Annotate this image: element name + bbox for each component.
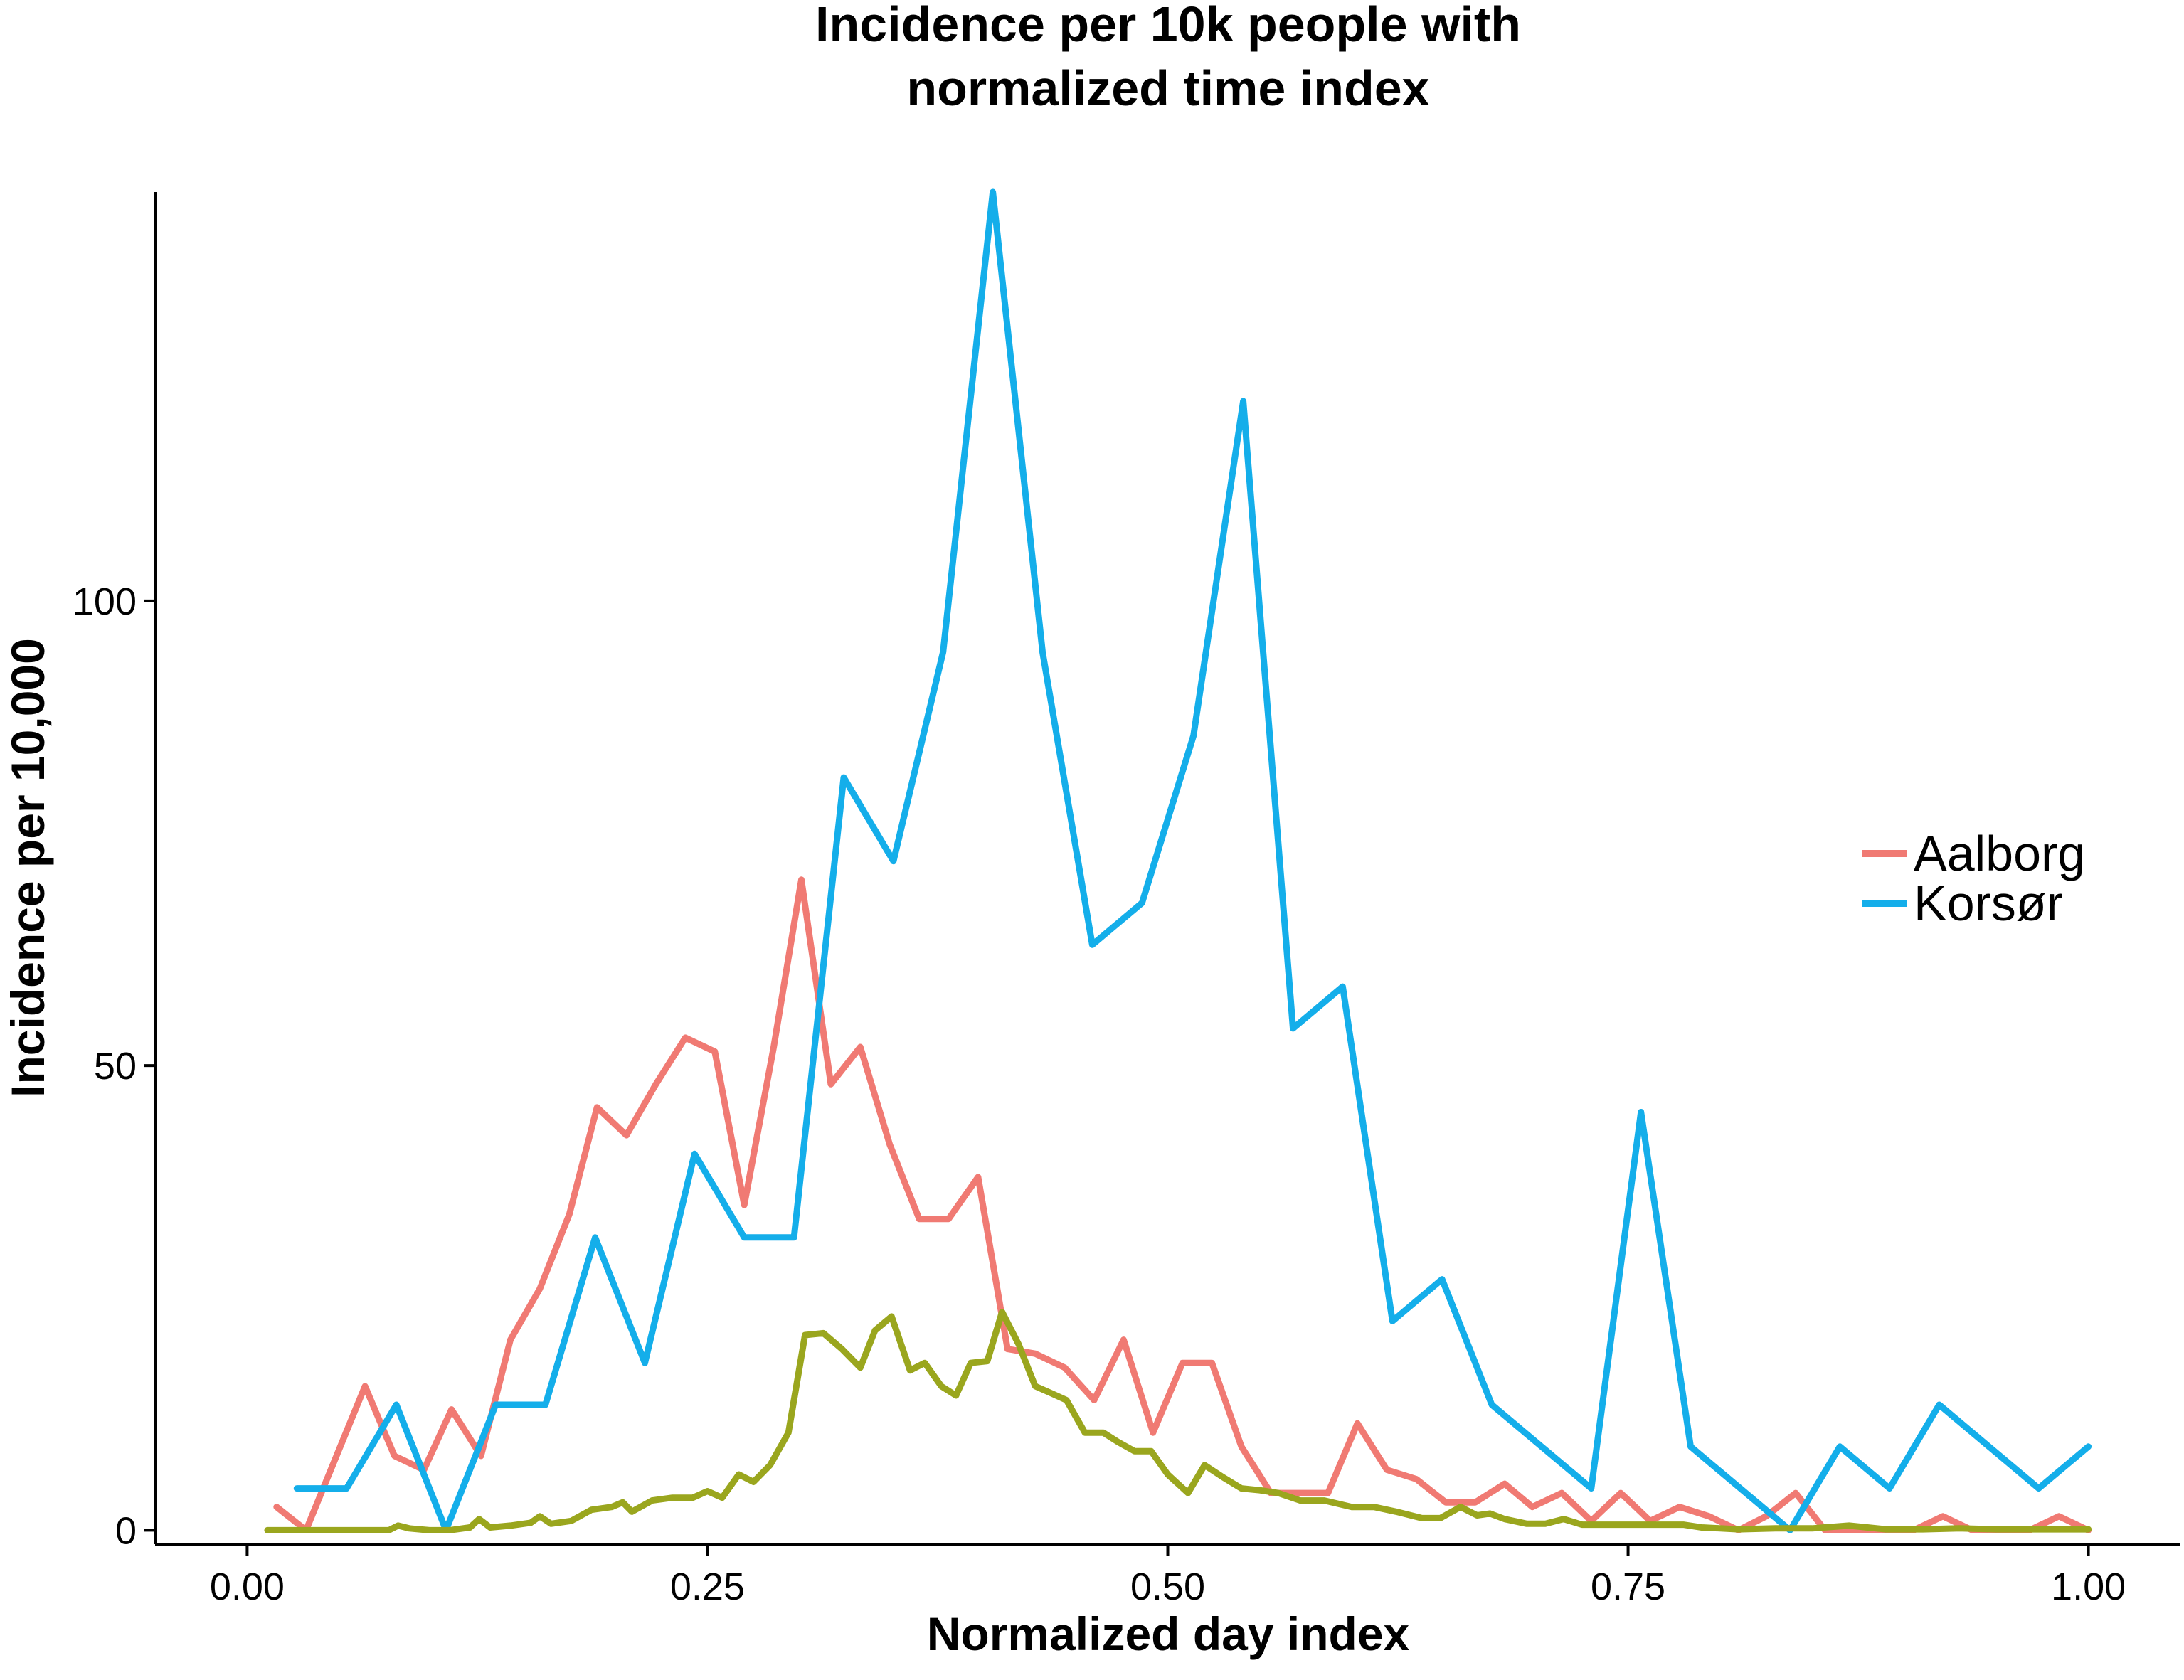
x-tick-label: 0.50 [1130, 1565, 1205, 1608]
y-tick-label: 100 [73, 580, 137, 623]
chart-title-line-1: Incidence per 10k people with [815, 0, 1521, 52]
x-tick-label: 0.75 [1591, 1565, 1665, 1608]
legend-label-0: Aalborg [1914, 826, 2085, 881]
legend-label-1: Korsør [1914, 876, 2063, 931]
series-line-1 [293, 188, 2092, 1533]
series-layer [264, 188, 2092, 1533]
x-axis-title: Normalized day index [927, 1607, 1410, 1660]
series-line-2 [264, 1308, 2092, 1533]
x-tick-label: 0.25 [670, 1565, 745, 1608]
x-tick-label: 0.00 [210, 1565, 285, 1608]
y-tick-label: 0 [115, 1509, 137, 1552]
y-tick-label: 50 [94, 1045, 137, 1088]
y-axis-ticks: 0 50 100 [73, 580, 155, 1552]
y-axis-title: Incidence per 10,000 [1, 638, 54, 1097]
chart-title-line-2: normalized time index [906, 60, 1429, 116]
x-axis-ticks: 0.00 0.25 0.50 0.75 1.00 [210, 1544, 2126, 1608]
series-line-0 [273, 876, 2092, 1533]
x-tick-label: 1.00 [2051, 1565, 2126, 1608]
